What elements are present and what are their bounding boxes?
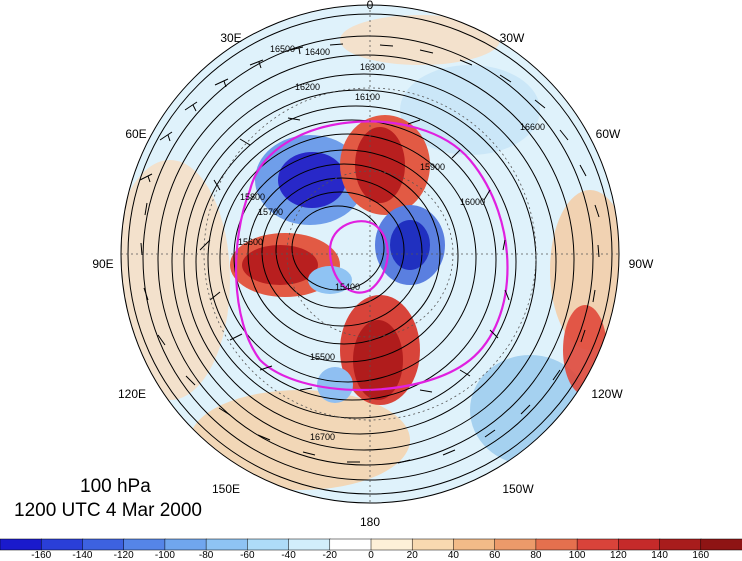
- colorbar-swatch: [535, 538, 578, 551]
- anomaly-blue-east-core: [390, 220, 430, 270]
- contour-label: 15900: [420, 162, 445, 172]
- wind-barbs: [139, 43, 600, 464]
- lon-label-120e: 120E: [118, 387, 146, 401]
- colorbar-tick-label: 0: [368, 550, 374, 561]
- lon-label-150e: 150E: [212, 482, 240, 496]
- title-level: 100 hPa: [80, 476, 151, 497]
- contour-labels: 16500 16400 16300 16200 16100 16000 1590…: [238, 44, 545, 442]
- anomaly-red-south-core: [353, 320, 403, 400]
- lon-label-150w: 150W: [502, 482, 534, 496]
- contour-label: 16300: [360, 62, 385, 72]
- lon-label-90e: 90E: [92, 257, 113, 271]
- colorbar-tick-label: 20: [406, 550, 418, 561]
- colorbar-swatch: [288, 538, 331, 551]
- colorbar-swatch: [659, 538, 702, 551]
- colorbar: [0, 538, 742, 551]
- colorbar-tick-label: -100: [154, 550, 175, 561]
- lon-label-60e: 60E: [125, 127, 146, 141]
- colorbar-swatch: [576, 538, 620, 551]
- contour-label: 15600: [238, 237, 263, 247]
- grid-lines: [121, 5, 619, 503]
- colorbar-swatch: [205, 538, 249, 551]
- anomaly-blue-center: [308, 266, 352, 294]
- shading-warm-east: [550, 190, 619, 350]
- lon-label-120w: 120W: [591, 387, 623, 401]
- colorbar-tick-label: -120: [113, 550, 134, 561]
- colorbar-tick-label: 120: [609, 550, 627, 561]
- map-boundary: [120, 4, 620, 504]
- colorbar-tick-label: 140: [651, 550, 668, 561]
- contour-label: 15500: [310, 352, 335, 362]
- colorbar-tick-label: -140: [72, 550, 93, 561]
- colorbar-swatch: [40, 538, 84, 551]
- colorbar-tick-label: -20: [322, 550, 337, 561]
- lon-label-180: 180: [360, 515, 380, 529]
- title-time: 1200 UTC 4 Mar 2000: [14, 500, 202, 521]
- colorbar-tick-label: 80: [530, 550, 542, 561]
- lon-label-90w: 90W: [629, 257, 654, 271]
- colorbar-swatch: [370, 538, 413, 551]
- anomaly-blue-northwest-core: [278, 152, 346, 208]
- shading-warm-south: [190, 390, 410, 490]
- colorbar-tick-label: -40: [281, 550, 296, 561]
- colorbar-tick-label: -80: [198, 550, 214, 561]
- colorbar-tick-label: -60: [240, 550, 255, 561]
- colorbar-tick-label: 100: [568, 550, 586, 561]
- colorbar-swatch: [329, 538, 372, 551]
- colorbar-swatch: [411, 538, 455, 551]
- anomaly-red-north-core: [355, 127, 405, 203]
- anomaly-blue-south: [317, 367, 353, 403]
- contour-label: 16000: [460, 197, 485, 207]
- lon-label-60w: 60W: [596, 127, 621, 141]
- colorbar-swatch: [247, 538, 290, 551]
- contour-label: 15400: [335, 282, 360, 292]
- colorbar-swatch: [164, 538, 207, 551]
- lon-label-0: 0: [367, 0, 374, 12]
- colorbar-tick-label: -160: [31, 550, 52, 561]
- colorbar-swatch: [618, 538, 661, 551]
- contour-label: 16400: [305, 47, 330, 57]
- colorbar-swatch: [700, 538, 742, 551]
- colorbar-tick-label: 160: [692, 550, 710, 561]
- colorbar-swatch: [82, 538, 125, 551]
- anomaly-red-west-core: [242, 245, 318, 285]
- contour-label: 15800: [240, 192, 265, 202]
- contour-label: 16200: [295, 82, 320, 92]
- shading-warm-north: [340, 15, 500, 65]
- contour-label: 16600: [520, 122, 545, 132]
- magenta-contours: [234, 120, 509, 392]
- lon-label-30w: 30W: [500, 31, 525, 45]
- contour-label: 16500: [270, 44, 295, 54]
- colorbar-tick-label: 40: [447, 550, 459, 561]
- colorbar-swatch: [0, 538, 42, 551]
- longitude-labels: 0 30W 60W 90W 120W 150W 180 150E 120E 90…: [92, 0, 654, 529]
- colorbar-swatch: [453, 538, 496, 551]
- colorbar-swatch: [494, 538, 537, 551]
- map-disk: [121, 5, 619, 503]
- contour-label: 15700: [258, 207, 283, 217]
- colorbar-tick-label: 60: [489, 550, 501, 561]
- contour-label: 16700: [310, 432, 335, 442]
- contour-label: 16100: [355, 92, 380, 102]
- lon-label-30e: 30E: [220, 31, 241, 45]
- shading-warm-west: [121, 160, 230, 400]
- colorbar-swatch: [123, 538, 166, 551]
